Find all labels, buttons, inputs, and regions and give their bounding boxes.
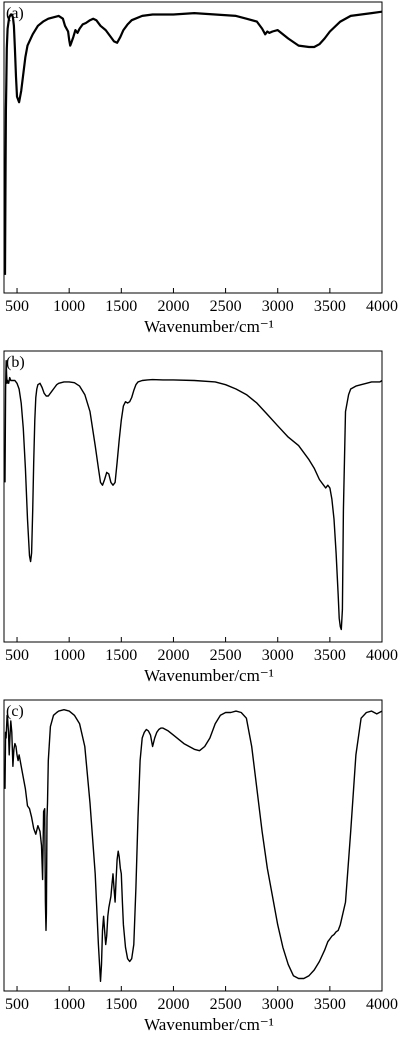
spectrum-line-b (4, 360, 383, 631)
x-tick-label-b-1000: 1000 (53, 647, 85, 664)
x-tick-label-c-1000: 1000 (53, 996, 85, 1013)
x-tick-label-b-500: 500 (5, 647, 29, 664)
x-axis-title-a: Wavenumber/cm⁻¹ (144, 317, 274, 336)
x-tick-label-a-1500: 1500 (105, 298, 137, 315)
x-tick-label-a-3500: 3500 (314, 298, 346, 315)
x-tick-label-c-2500: 2500 (210, 996, 242, 1013)
x-tick-label-c-4000: 4000 (366, 996, 398, 1013)
x-tick-label-b-2500: 2500 (210, 647, 242, 664)
x-tick-label-a-4000: 4000 (366, 298, 398, 315)
x-tick-label-c-500: 500 (5, 996, 29, 1013)
spectrum-line-a (3, 10, 383, 275)
plot-frame-c (3, 699, 383, 992)
panel-label-b: (b) (6, 354, 25, 371)
x-tick-label-b-1500: 1500 (105, 647, 137, 664)
x-tick-label-c-3500: 3500 (314, 996, 346, 1013)
x-tick-label-a-2500: 2500 (210, 298, 242, 315)
x-tick-label-a-3000: 3000 (262, 298, 294, 315)
x-ticks-a: 500 1000 1500 2000 2500 3000 3500 4000 (5, 288, 398, 315)
plot-frame-b (3, 350, 383, 643)
x-tick-label-b-3000: 3000 (262, 647, 294, 664)
panel-a: (a) 500 1000 1500 2000 2500 3000 3500 4000 Wave… (3, 1, 398, 336)
panel-b: (b) 500 1000 1500 2000 2500 3000 3500 4000 Wave… (3, 350, 398, 685)
panel-label-c: (c) (6, 703, 24, 720)
x-tick-label-a-500: 500 (5, 298, 29, 315)
x-ticks-b: 500 1000 1500 2000 2500 3000 3500 4000 (5, 637, 398, 664)
panel-label-a: (a) (6, 5, 24, 22)
panel-c: (c) 500 1000 1500 2000 2500 3000 3500 4000 Wave… (3, 699, 398, 1034)
x-tick-label-c-1500: 1500 (105, 996, 137, 1013)
x-ticks-c: 500 1000 1500 2000 2500 3000 3500 4000 (5, 986, 398, 1013)
spectrum-line-c (4, 709, 383, 982)
x-tick-label-b-2000: 2000 (157, 647, 189, 664)
x-tick-label-b-3500: 3500 (314, 647, 346, 664)
x-tick-label-c-2000: 2000 (157, 996, 189, 1013)
x-tick-label-b-4000: 4000 (366, 647, 398, 664)
x-axis-title-c: Wavenumber/cm⁻¹ (144, 1015, 274, 1034)
plot-frame-a (3, 1, 383, 294)
x-tick-label-a-1000: 1000 (53, 298, 85, 315)
x-tick-label-a-2000: 2000 (157, 298, 189, 315)
x-tick-label-c-3000: 3000 (262, 996, 294, 1013)
x-axis-title-b: Wavenumber/cm⁻¹ (144, 666, 274, 685)
